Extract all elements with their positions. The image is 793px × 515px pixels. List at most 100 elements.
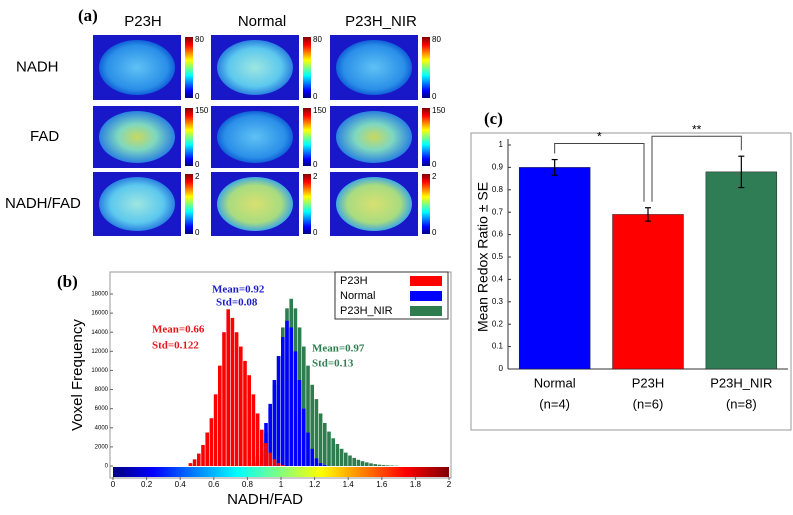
y-tick-label: 2000 (95, 444, 109, 450)
histogram-bar (386, 465, 390, 466)
category-note: (n=4) (539, 396, 570, 411)
histogram-bar (302, 408, 306, 466)
x-tick-label: 1.8 (410, 480, 422, 489)
y-tick-label: 0 (105, 464, 109, 470)
histogram-bar (348, 455, 352, 466)
histogram-bar (272, 380, 277, 466)
histogram-bar (201, 444, 205, 466)
y-tick-label: 6000 (95, 406, 109, 412)
y-tick-label: 0 (499, 364, 504, 373)
y-tick-label: 14000 (91, 330, 108, 336)
colorbar-min-label: 0 (195, 92, 200, 101)
category-note: (n=8) (726, 396, 757, 411)
colorbar (303, 37, 311, 98)
histogram-bar (365, 462, 369, 466)
histogram-bar (318, 463, 323, 466)
histogram-panel: (b) 0 2000 4000 6000 8000 10000 12000 14000 1600… (57, 271, 452, 508)
histogram-bar (327, 431, 331, 466)
row-label: NADH/FAD (5, 195, 81, 212)
histogram-bar (344, 452, 348, 466)
histogram-bar (373, 464, 377, 466)
histogram-bar (318, 413, 323, 466)
image-specimen (217, 40, 293, 95)
histogram-bar (255, 413, 260, 466)
x-tick-label: P23H_NIR (710, 375, 772, 390)
colorbar (422, 108, 430, 166)
histogram-bar (339, 448, 344, 466)
histogram-bar (276, 356, 281, 466)
x-tick-label: 0.4 (175, 480, 187, 489)
colorbar-min-label: 0 (195, 228, 200, 237)
image-specimen (99, 177, 175, 231)
column-header: P23H (124, 13, 162, 30)
histogram-bar (226, 309, 230, 466)
legend-label: P23H_NIR (340, 305, 393, 317)
legend-label: P23H (340, 275, 368, 287)
legend: P23H Normal P23H_NIR (334, 271, 449, 320)
histogram-bar (243, 360, 247, 466)
x-tick-label: 0 (111, 480, 116, 489)
colorbar-max-label: 80 (195, 35, 204, 44)
image-specimen (99, 40, 175, 95)
histogram-bar (331, 438, 335, 466)
colorbar (185, 37, 193, 98)
colorbar (303, 174, 311, 234)
panel-label: (a) (78, 6, 98, 25)
row-label: FAD (30, 128, 59, 145)
image-specimen (217, 177, 293, 231)
error-bar (645, 207, 651, 222)
y-tick-label: 10000 (91, 368, 108, 374)
bar (612, 214, 684, 370)
colorbar-max-label: 2 (432, 172, 437, 181)
y-tick-label: 0.1 (492, 342, 504, 351)
histogram-bar (276, 463, 281, 466)
colorbar-min-label: 0 (313, 160, 318, 169)
significance-label: ** (692, 122, 702, 136)
histogram-bar (209, 418, 214, 466)
x-tick-label: P23H (632, 375, 665, 390)
colorbar-max-label: 150 (432, 106, 446, 115)
bar (705, 171, 778, 370)
histogram-bar (188, 463, 193, 466)
histogram-bar (272, 459, 277, 466)
histogram-bar (335, 444, 340, 466)
histogram-bar (192, 459, 197, 466)
y-tick-label: 0.9 (492, 163, 504, 172)
significance-bracket (651, 135, 742, 202)
colorbar-max-label: 150 (195, 106, 209, 115)
colorbar-min-label: 0 (195, 160, 200, 169)
x-tick-label: 0.6 (208, 480, 220, 489)
histogram-bar (293, 351, 298, 466)
annotation: Std=0.13 (312, 358, 354, 370)
colorbar (185, 174, 193, 234)
histogram-bar (314, 458, 319, 466)
colorbar-min-label: 0 (432, 160, 437, 169)
histogram-bar (234, 332, 239, 466)
histogram-bar (251, 394, 256, 466)
colorbar-max-label: 80 (432, 35, 441, 44)
colorbar-min-label: 0 (432, 228, 437, 237)
histogram-bar (381, 465, 386, 466)
histogram-bar (239, 346, 243, 466)
y-tick-label: 0.8 (492, 185, 504, 194)
bar (518, 167, 591, 370)
annotation: Mean=0.97 (312, 343, 365, 355)
histogram-bar (302, 346, 306, 466)
histogram-bar (222, 332, 226, 466)
colorbar (303, 108, 311, 166)
histogram-bar (310, 384, 314, 466)
histogram-bar (356, 459, 361, 466)
colorbar (113, 467, 449, 477)
colorbar-max-label: 2 (195, 172, 200, 181)
histogram-bar (218, 365, 222, 466)
histogram-bar (360, 461, 365, 466)
column-header: Normal (238, 13, 286, 30)
legend-swatch (410, 306, 442, 316)
image-specimen (217, 111, 293, 163)
error-bar (551, 158, 558, 176)
y-axis-label: Mean Redox Ratio ± SE (475, 182, 491, 332)
colorbar-min-label: 0 (432, 92, 437, 101)
colorbar (185, 108, 193, 166)
histogram-bar (260, 429, 264, 466)
histogram-bar (369, 463, 373, 466)
